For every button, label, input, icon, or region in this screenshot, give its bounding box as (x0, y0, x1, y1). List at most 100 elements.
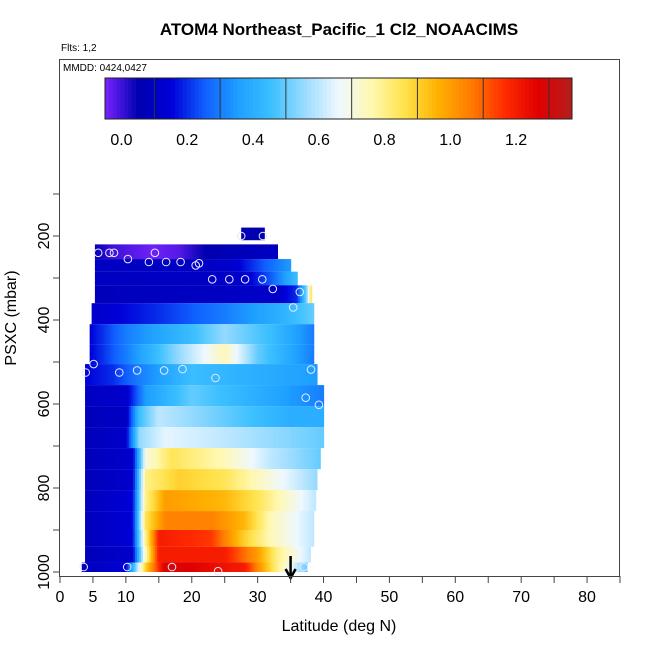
heat-cell (224, 469, 228, 491)
heat-cell (174, 490, 178, 512)
heat-cell (257, 406, 261, 428)
heat-cell (236, 469, 240, 491)
heat-cell (307, 490, 311, 512)
heat-cell (155, 562, 159, 572)
heat-cell (125, 562, 129, 572)
heat-cell (96, 385, 100, 407)
heat-cell (250, 530, 253, 547)
x-tick-label: 80 (578, 589, 596, 606)
heat-cell (192, 490, 195, 512)
heat-cell (92, 427, 96, 449)
heat-cell (172, 385, 176, 407)
heat-cell (244, 530, 247, 547)
heat-cell (240, 303, 243, 325)
heat-cell (174, 530, 178, 547)
heat-cell (260, 469, 264, 491)
heat-cell (259, 427, 263, 449)
heat-cell (306, 364, 310, 386)
heat-cell (142, 406, 146, 428)
heat-cell (297, 385, 301, 407)
heat-cell (114, 511, 118, 530)
heat-cell (253, 427, 257, 449)
heat-cell (208, 303, 212, 325)
heat-cell (181, 562, 185, 572)
heat-cell (281, 344, 285, 365)
heat-cell (140, 244, 144, 260)
heat-cell (276, 546, 280, 563)
heat-cell (257, 244, 261, 260)
heat-cell (244, 285, 247, 304)
heat-cell (182, 530, 186, 547)
heat-cell (126, 385, 130, 407)
heat-cell (250, 227, 254, 241)
heat-cell (103, 344, 107, 365)
heat-cell (157, 303, 160, 325)
heat-cell (292, 448, 295, 470)
heat-cell (85, 406, 88, 428)
heat-cell (309, 385, 313, 407)
heat-cell (291, 511, 295, 530)
heat-layer (89, 344, 315, 365)
heat-cell (104, 546, 108, 563)
heat-cell (291, 344, 295, 365)
heat-cell (291, 406, 295, 428)
heat-cell (186, 427, 189, 449)
heat-cell (194, 303, 198, 325)
heat-cell (170, 490, 174, 512)
heat-cell (296, 469, 300, 491)
heat-cell (166, 448, 170, 470)
heat-cell (108, 511, 112, 530)
heat-cell (219, 562, 222, 572)
heat-cell (196, 285, 199, 304)
heat-cell (139, 469, 142, 491)
heat-cell (145, 324, 149, 345)
heat-layer (85, 427, 325, 449)
heat-cell (312, 364, 316, 386)
heat-cell (189, 344, 193, 365)
heat-cell (101, 344, 105, 365)
heat-cell (301, 490, 305, 512)
heat-cell (232, 469, 236, 491)
heat-cell (240, 530, 243, 547)
heat-cell (117, 324, 121, 345)
colorbar-cell (303, 78, 308, 119)
heat-cell (269, 385, 273, 407)
heat-cell (182, 511, 186, 530)
heat-cell (204, 244, 207, 260)
heat-cell (194, 427, 197, 449)
heat-cell (294, 448, 297, 470)
heat-cell (169, 344, 173, 365)
heat-cell (238, 490, 241, 512)
heat-cell (220, 364, 224, 386)
heat-cell (255, 285, 259, 304)
heat-cell (160, 285, 164, 304)
heat-cell (170, 427, 174, 449)
heat-cell (232, 259, 236, 272)
heat-cell (297, 427, 301, 449)
heat-cell (170, 546, 174, 563)
heat-cell (196, 271, 199, 286)
heat-cell (87, 364, 90, 386)
heat-cell (264, 469, 268, 491)
heat-cell (261, 271, 265, 286)
heat-cell (311, 530, 315, 547)
heat-cell (170, 244, 173, 260)
heat-cell (189, 324, 193, 345)
heat-cell (91, 324, 95, 345)
heat-cell (139, 344, 143, 365)
heat-cell (97, 324, 101, 345)
x-axis: 0 5 10 20 30 40 50 60 70 80 (56, 576, 621, 606)
heat-cell (121, 303, 124, 325)
heat-cell (250, 511, 253, 530)
heat-cell (140, 271, 144, 286)
heat-cell (120, 385, 124, 407)
heat-cell (85, 385, 88, 407)
heat-cell (232, 427, 235, 449)
sample-point (79, 562, 88, 572)
heat-cell (148, 511, 152, 530)
heat-cell (244, 469, 248, 491)
heat-cell (130, 285, 134, 304)
heat-cell (174, 385, 178, 407)
heat-cell (287, 271, 290, 286)
heat-cell (161, 344, 165, 365)
